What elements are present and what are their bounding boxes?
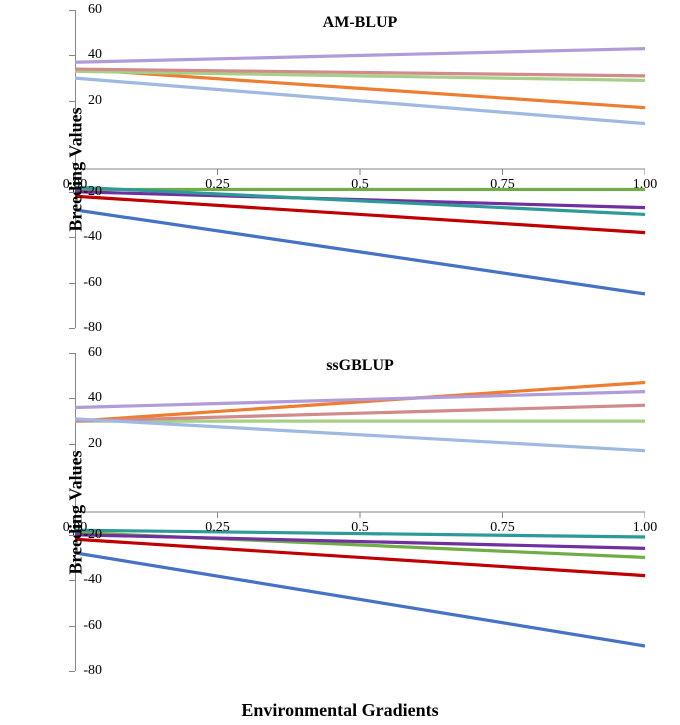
panel1-title: AM-BLUP bbox=[75, 14, 645, 32]
ytick-label: -40 bbox=[62, 229, 102, 245]
ytick-mark bbox=[69, 328, 75, 329]
ytick-mark bbox=[69, 101, 75, 102]
series-line bbox=[75, 49, 645, 63]
xtick-label: 0.75 bbox=[490, 177, 515, 193]
panel-am-blup: AM-BLUP bbox=[75, 10, 645, 328]
ytick-label: -80 bbox=[62, 320, 102, 336]
panel-ssgblup: ssGBLUP bbox=[75, 353, 645, 671]
xtick-label: 0.5 bbox=[351, 520, 369, 536]
figure-container: AM-BLUP Breeding Values -80-60-40-200204… bbox=[0, 0, 680, 725]
panel2-svg bbox=[75, 353, 645, 671]
series-line bbox=[75, 419, 645, 451]
xtick-label: 1.00 bbox=[633, 520, 658, 536]
ytick-mark bbox=[69, 55, 75, 56]
series-line bbox=[75, 383, 645, 422]
xtick-label: 0.00 bbox=[63, 520, 88, 536]
ytick-mark bbox=[69, 10, 75, 11]
panel1-ylabel: Breeding Values bbox=[14, 159, 34, 180]
ytick-mark bbox=[69, 626, 75, 627]
ytick-label: -40 bbox=[62, 572, 102, 588]
xtick-label: 0.25 bbox=[205, 177, 230, 193]
panel2-ylabel: Breeding Values bbox=[14, 502, 34, 523]
series-line bbox=[75, 392, 645, 408]
ytick-label: 40 bbox=[62, 47, 102, 63]
ytick-mark bbox=[69, 398, 75, 399]
xtick-label: 0.00 bbox=[63, 177, 88, 193]
xtick-label: 1.00 bbox=[633, 177, 658, 193]
ytick-mark bbox=[69, 283, 75, 284]
xtick-label: 0.5 bbox=[351, 177, 369, 193]
ytick-label: 40 bbox=[62, 390, 102, 406]
series-line bbox=[75, 210, 645, 294]
ytick-label: 20 bbox=[62, 93, 102, 109]
ytick-label: 20 bbox=[62, 436, 102, 452]
ytick-label: 60 bbox=[62, 345, 102, 361]
xtick-label: 0.25 bbox=[205, 520, 230, 536]
ytick-label: -60 bbox=[62, 618, 102, 634]
ytick-mark bbox=[69, 353, 75, 354]
panel2-title: ssGBLUP bbox=[75, 357, 645, 375]
ytick-label: -80 bbox=[62, 663, 102, 679]
xtick-label: 0.75 bbox=[490, 520, 515, 536]
ytick-label: -60 bbox=[62, 275, 102, 291]
ytick-mark bbox=[69, 444, 75, 445]
series-line bbox=[75, 405, 645, 421]
ytick-mark bbox=[69, 237, 75, 238]
panel1-svg bbox=[75, 10, 645, 328]
xlabel: Environmental Gradients bbox=[0, 700, 680, 721]
ytick-label: 60 bbox=[62, 2, 102, 18]
ytick-mark bbox=[69, 580, 75, 581]
ytick-mark bbox=[69, 671, 75, 672]
series-line bbox=[75, 553, 645, 646]
